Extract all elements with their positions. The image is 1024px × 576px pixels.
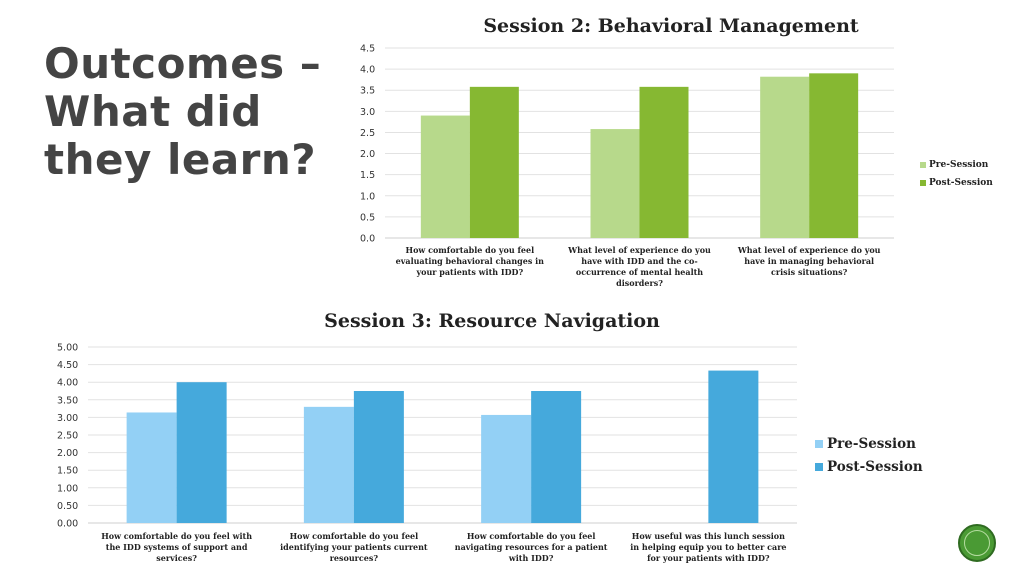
legend-label-pre-session: Pre-Session [827, 435, 916, 452]
legend-swatch-post-session [920, 180, 926, 186]
y-tick-label: 0.0 [360, 234, 375, 245]
x-category-label: How comfortable do you feel navigating re… [455, 531, 608, 563]
y-tick-label: 3.50 [57, 395, 78, 406]
bar-pre-session [303, 406, 354, 523]
y-tick-label: 2.5 [360, 128, 375, 139]
y-tick-label: 2.50 [57, 431, 78, 442]
legend-item-pre-session: Pre-Session [815, 432, 923, 455]
y-tick-label: 1.50 [57, 466, 78, 477]
legend-swatch-pre-session [815, 439, 823, 448]
bar-pre-session [420, 115, 470, 238]
x-category-label: How useful was this lunch session in help… [630, 531, 786, 563]
bar-pre-session [481, 414, 532, 523]
bar-pre-session [590, 129, 640, 238]
y-tick-label: 2.00 [57, 448, 78, 459]
x-category-label: What level of experience do you have in m… [737, 245, 881, 277]
y-tick-label: 0.50 [57, 501, 78, 512]
y-tick-label: 3.0 [360, 107, 375, 118]
bar-pre-session [126, 412, 177, 523]
y-tick-label: 0.00 [57, 519, 78, 530]
y-tick-label: 3.5 [360, 86, 375, 97]
y-tick-label: 5.00 [57, 343, 78, 354]
legend-label-post-session: Post-Session [827, 458, 923, 475]
bar-post-session [809, 73, 859, 238]
x-category-label: How comfortable do you feel evaluating be… [396, 245, 545, 277]
session-2-chart-title: Session 2: Behavioral Management [483, 15, 859, 37]
bar-post-session [531, 391, 582, 523]
x-category-label: How comfortable do you feel identifying y… [280, 531, 428, 563]
bar-post-session [639, 86, 689, 238]
slide-title-line-3: they learn? [44, 135, 317, 184]
y-tick-label: 4.0 [360, 65, 375, 76]
bar-post-session [469, 86, 519, 238]
legend-label-post-session: Post-Session [929, 178, 993, 188]
y-tick-label: 2.0 [360, 149, 375, 160]
slide-title-line-1: Outcomes – [44, 39, 322, 88]
y-tick-label: 1.00 [57, 483, 78, 494]
y-tick-label: 3.00 [57, 413, 78, 424]
y-tick-label: 1.0 [360, 191, 375, 202]
legend-item-post-session: Post-Session [920, 174, 993, 192]
logo-badge-icon [958, 524, 996, 562]
legend-swatch-pre-session [920, 162, 926, 168]
slide-title: Outcomes – What did they learn? [44, 40, 344, 184]
bar-post-session [353, 391, 404, 523]
x-category-label: What level of experience do you have with… [567, 245, 711, 288]
bar-pre-session [760, 76, 810, 238]
session-2-legend: Pre-Session Post-Session [920, 156, 993, 192]
legend-item-pre-session: Pre-Session [920, 156, 993, 174]
session-3-legend: Pre-Session Post-Session [815, 432, 923, 478]
y-tick-label: 1.5 [360, 170, 375, 181]
legend-label-pre-session: Pre-Session [929, 160, 989, 170]
y-tick-label: 4.5 [360, 44, 375, 55]
legend-item-post-session: Post-Session [815, 455, 923, 478]
bar-post-session [708, 370, 759, 523]
bar-post-session [176, 382, 227, 523]
y-tick-label: 0.5 [360, 212, 375, 223]
x-category-label: How comfortable do you feel with the IDD … [101, 531, 252, 563]
y-tick-label: 4.50 [57, 360, 78, 371]
legend-swatch-post-session [815, 462, 823, 471]
session-3-chart-title: Session 3: Resource Navigation [324, 310, 660, 332]
y-tick-label: 4.00 [57, 378, 78, 389]
slide-title-line-2: What did [44, 87, 262, 136]
